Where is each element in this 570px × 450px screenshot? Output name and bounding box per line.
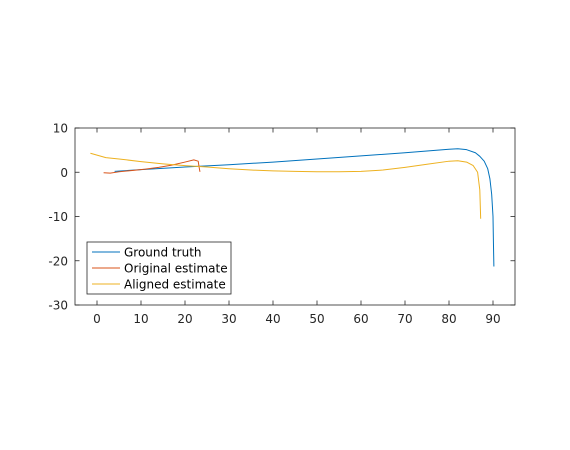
axes-layer: [74, 127, 516, 306]
x-tick-label: 10: [133, 312, 148, 326]
legend-label-1: Original estimate: [124, 261, 228, 275]
x-tick-label: 40: [265, 312, 280, 326]
series-line-0: [114, 148, 495, 267]
x-tick-label: 70: [397, 312, 412, 326]
y-tick-label: -10: [48, 210, 68, 224]
y-tick-label: -20: [48, 254, 68, 268]
x-tick-label: 60: [353, 312, 368, 326]
series-line-1: [103, 159, 201, 174]
legend-label-2: Aligned estimate: [124, 277, 226, 291]
tick-labels: 0 10 20 30 40 50 60 70 80 90 -30 -20 -10 0 10: [48, 122, 500, 327]
x-tick-label: 20: [177, 312, 192, 326]
x-tick-label: 80: [441, 312, 456, 326]
x-tick-label: 50: [309, 312, 324, 326]
series-line-2: [90, 152, 482, 219]
x-tick-label: 90: [485, 312, 500, 326]
x-tick-label: 0: [93, 312, 101, 326]
y-tick-label: 10: [53, 122, 68, 136]
legend-label-0: Ground truth: [124, 245, 202, 259]
legend: Ground truth Original estimate Aligned est…: [86, 241, 232, 295]
x-tick-label: 30: [221, 312, 236, 326]
y-tick-label: 0: [60, 166, 68, 180]
y-tick-label: -30: [48, 299, 68, 313]
series-layer: [90, 148, 495, 267]
